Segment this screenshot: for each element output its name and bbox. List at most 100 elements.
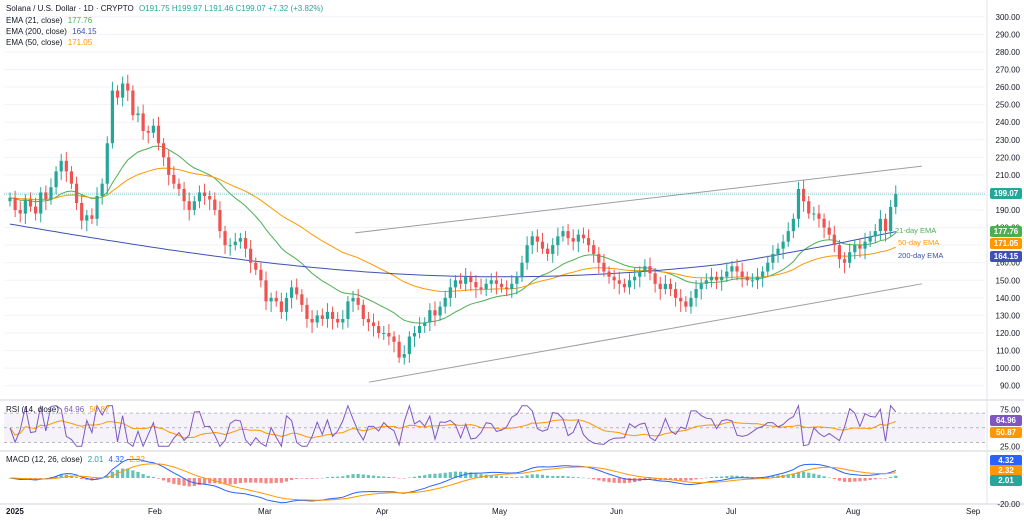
candle-body (34, 206, 38, 214)
candle-body (8, 197, 12, 202)
candle-body (387, 333, 391, 337)
time-axis[interactable]: 2025 Feb Mar Apr May Jun Jul Aug Sep (6, 507, 981, 516)
candle-body (90, 215, 94, 219)
macd-histogram-bar (581, 477, 586, 479)
candle-body (735, 266, 739, 272)
ema50-legend[interactable]: EMA (50, close) 171.05 (6, 38, 92, 47)
ema200-line (9, 223, 896, 278)
rsi-ma-chip: 50.87 (990, 427, 1022, 438)
candle-body (745, 276, 749, 281)
candle-body (105, 143, 109, 184)
macd-histogram-bar (745, 476, 749, 478)
macd-histogram-bar (228, 478, 232, 485)
time-tick-label: Jul (726, 507, 736, 516)
macd-histogram-bar (474, 473, 478, 478)
macd-histogram-bar (146, 475, 150, 478)
trend-channel (354, 165, 923, 383)
candle-body (458, 280, 463, 284)
candle-body (346, 301, 350, 319)
ema200-legend[interactable]: EMA (200, close) 164.15 (6, 27, 97, 36)
macd-histogram-bar (341, 476, 345, 478)
rsi-legend[interactable]: RSI (14, close) 64.96 50.87 (6, 405, 109, 414)
macd-histogram-bar (597, 478, 601, 481)
macd-histogram-bar (714, 476, 719, 478)
ema50-legend-label: EMA (50, close) (6, 38, 63, 47)
price-tick-label: 240.00 (996, 118, 1021, 127)
macd-histogram-bar (883, 478, 888, 479)
candle-body (315, 315, 319, 323)
channel-lower-line (368, 283, 923, 383)
price-tick-label: 260.00 (996, 83, 1021, 92)
symbol-name[interactable]: Solana / U.S. Dollar · 1D · CRYPTO (6, 4, 134, 13)
candle-body (546, 248, 550, 254)
candle-body (448, 287, 452, 298)
ema-annotations: 21-day EMA 50-day EMA 200-day EMA (895, 226, 943, 260)
grid-lines (4, 16, 985, 387)
candle-body (530, 236, 534, 246)
price-axis[interactable]: 300.00 290.00 280.00 270.00 260.00 250.00 240.… (996, 13, 1021, 391)
macd-histogram-bar (551, 475, 555, 478)
price-tick-label: 140.00 (996, 294, 1021, 303)
candle-body (597, 253, 601, 263)
candle-body (853, 245, 857, 253)
candle-body (894, 194, 898, 207)
macd-histogram-bar (458, 471, 463, 478)
candle-body (837, 245, 842, 260)
macd-histogram-bar (351, 474, 355, 478)
macd-histogram-bar (208, 478, 212, 484)
macd-histogram-bar (786, 474, 790, 478)
candle-body (325, 311, 330, 319)
candle-body (182, 188, 186, 202)
candle-body (679, 297, 683, 302)
candle-body (658, 283, 662, 290)
candle-body (121, 83, 125, 98)
time-tick-label: Sep (966, 507, 981, 516)
candle-body (259, 269, 263, 281)
macd-legend[interactable]: MACD (12, 26, close) 2.01 4.32 2.32 (6, 455, 145, 464)
candle-body (535, 236, 539, 242)
candle-body (464, 276, 468, 284)
symbol-legend[interactable]: Solana / U.S. Dollar · 1D · CRYPTO O191.… (6, 4, 323, 13)
macd-histogram-bar (735, 475, 739, 478)
macd-histogram-bar (561, 475, 565, 478)
candle-body (714, 276, 719, 281)
macd-histogram-bar (535, 474, 539, 478)
macd-histogram-bar (571, 477, 575, 478)
macd-histogram-bar (853, 478, 857, 482)
macd-histogram-bar (730, 475, 734, 478)
candle-body (54, 171, 58, 188)
candle-body (699, 283, 703, 290)
candle-body (494, 280, 498, 284)
macd-histogram-bar (489, 475, 493, 478)
macd-histogram-bar (167, 478, 171, 483)
candle-body (18, 210, 22, 214)
candle-body (192, 201, 196, 211)
macd-histogram-bar (290, 478, 294, 480)
candle-body (648, 266, 652, 274)
macd-histogram-bar (428, 474, 432, 478)
candle-body (730, 266, 734, 272)
ema21-legend[interactable]: EMA (21, close) 177.76 (6, 16, 92, 25)
candle-body (720, 276, 724, 281)
rsi-line (9, 403, 897, 448)
candle-body (295, 287, 299, 295)
candle-body (791, 218, 795, 232)
candle-body (607, 271, 611, 277)
candle-body (412, 333, 417, 337)
candle-body (807, 201, 811, 214)
candle-body (684, 301, 688, 307)
macd-histogram-bar (238, 478, 242, 484)
candle-body (23, 199, 27, 214)
candle-body (407, 336, 411, 355)
macd-histogram-bar (520, 476, 524, 478)
macd-histogram-bar (592, 478, 596, 480)
candle-body (561, 231, 565, 237)
macd-histogram-bar (418, 475, 422, 478)
candle-body (566, 231, 570, 239)
ema-lines (9, 145, 897, 324)
candle-body (115, 90, 120, 98)
macd-histogram-bar (356, 473, 360, 478)
candle-body (305, 304, 309, 319)
candle-body (443, 297, 447, 307)
macd-histogram-bar (233, 478, 237, 484)
